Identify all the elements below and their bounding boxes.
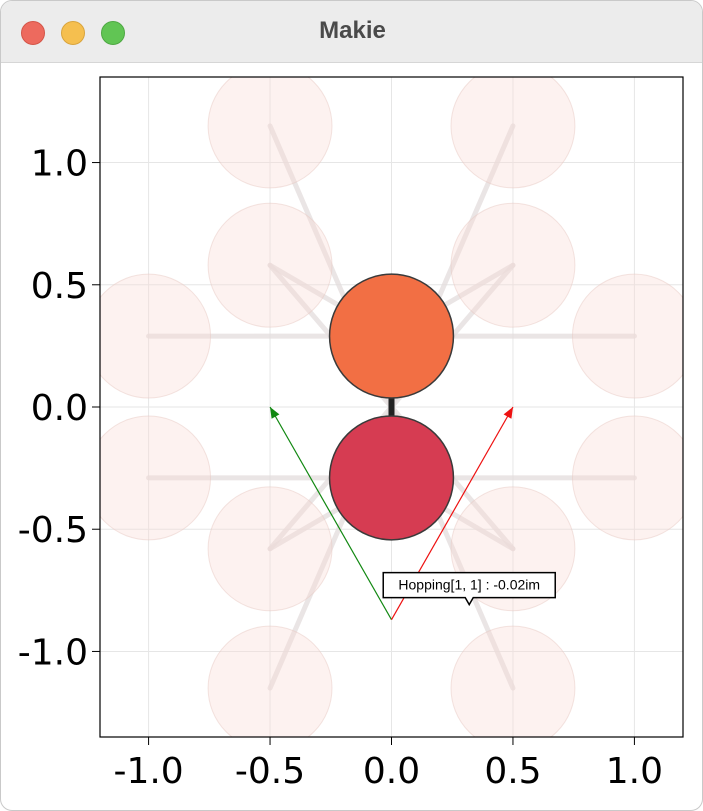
faded-site bbox=[207, 486, 333, 612]
arrow-head bbox=[503, 407, 513, 419]
arrow-head bbox=[270, 407, 280, 419]
close-button[interactable] bbox=[21, 21, 45, 45]
faded-sites bbox=[100, 77, 683, 737]
minimize-button[interactable] bbox=[61, 21, 85, 45]
x-tick-label: -1.0 bbox=[113, 751, 183, 792]
lattice-site[interactable] bbox=[328, 415, 455, 541]
y-tick-label: 1.0 bbox=[31, 144, 88, 185]
faded-site bbox=[100, 273, 212, 399]
title-bar[interactable]: Makie bbox=[1, 1, 702, 63]
faded-site bbox=[207, 625, 333, 737]
lattice-plot[interactable]: -1.0 -0.5 0.0 0.5 1.0 1.0 0.5 0.0 -0.5 -1.0 Hopp… bbox=[1, 63, 703, 810]
sites bbox=[328, 273, 455, 541]
faded-site bbox=[450, 202, 576, 328]
tooltip-box bbox=[382, 571, 556, 607]
faded-site bbox=[207, 77, 333, 189]
x-tick-label: -0.5 bbox=[235, 751, 305, 792]
faded-site bbox=[450, 77, 576, 189]
window-title: Makie bbox=[319, 17, 386, 44]
y-tick-label: 0.0 bbox=[31, 388, 88, 429]
faded-site bbox=[207, 202, 333, 328]
faded-site bbox=[450, 625, 576, 737]
tooltip-text: Hopping[1, 1] : -0.02im bbox=[398, 577, 540, 593]
y-tick-label: -1.0 bbox=[18, 632, 88, 673]
faded-site bbox=[571, 273, 683, 399]
faded-site bbox=[100, 415, 212, 541]
y-axis-ticks: 1.0 0.5 0.0 -0.5 -1.0 bbox=[18, 144, 100, 673]
y-tick-label: 0.5 bbox=[31, 266, 88, 307]
x-tick-label: 0.0 bbox=[363, 751, 420, 792]
bravais-vector bbox=[269, 406, 393, 620]
hover-tooltip: Hopping[1, 1] : -0.02im bbox=[382, 571, 556, 607]
x-tick-label: 0.5 bbox=[484, 751, 541, 792]
x-axis-ticks: -1.0 -0.5 0.0 0.5 1.0 bbox=[113, 737, 663, 792]
y-tick-label: -0.5 bbox=[18, 510, 88, 551]
faded-site bbox=[571, 415, 683, 541]
x-tick-label: 1.0 bbox=[606, 751, 663, 792]
zoom-button[interactable] bbox=[101, 21, 125, 45]
lattice-site[interactable] bbox=[328, 273, 455, 399]
